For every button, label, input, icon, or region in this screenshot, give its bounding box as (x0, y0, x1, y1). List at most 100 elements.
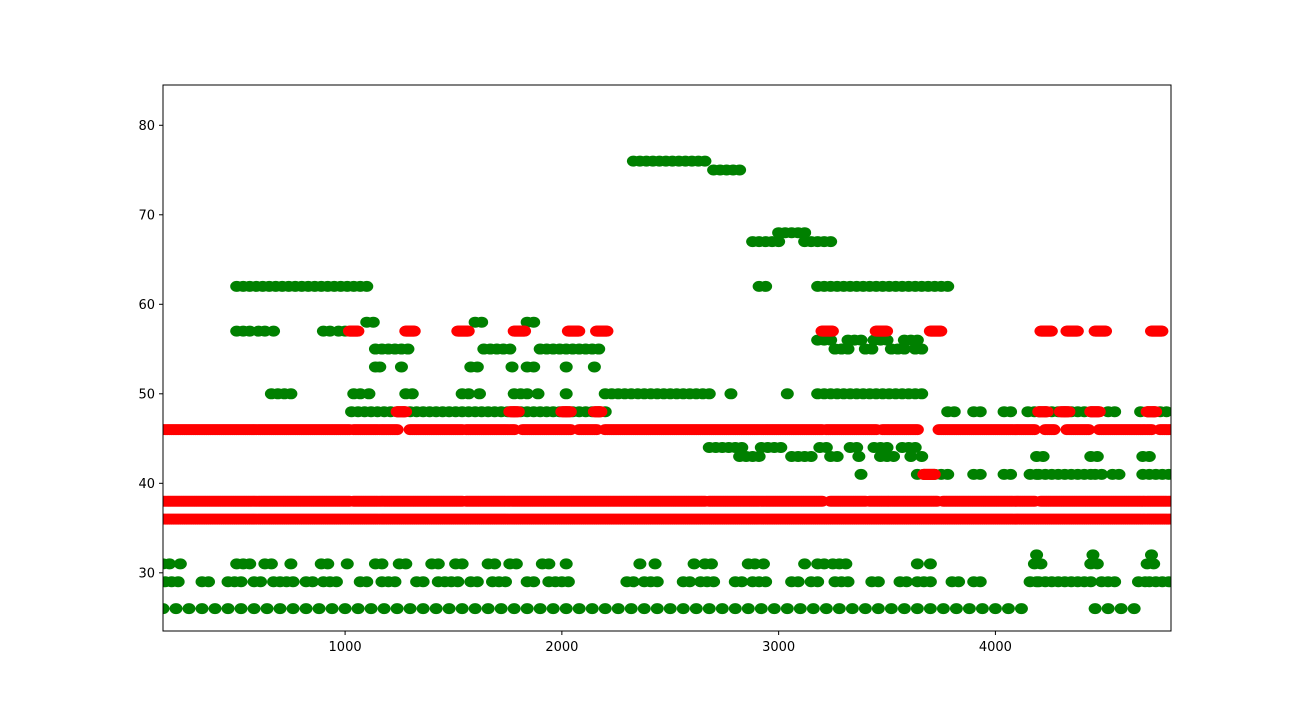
red-data-point (1092, 406, 1106, 418)
green-data-point (234, 603, 248, 615)
red-data-point (407, 325, 421, 337)
green-data-point (735, 576, 749, 588)
green-data-point (774, 442, 788, 454)
green-data-point (416, 576, 430, 588)
red-data-point (1164, 513, 1171, 525)
green-data-point (908, 442, 922, 454)
green-data-point (663, 603, 677, 615)
green-data-point (373, 361, 387, 373)
red-data-point (1047, 424, 1061, 436)
green-data-point (1147, 558, 1161, 570)
green-data-point (169, 603, 183, 615)
green-data-point (650, 576, 664, 588)
red-data-point (518, 325, 532, 337)
green-data-point (830, 450, 844, 462)
red-data-point (594, 406, 608, 418)
green-data-point (845, 603, 859, 615)
green-data-point (936, 603, 950, 615)
green-data-point (683, 576, 697, 588)
green-data-point (915, 343, 929, 355)
green-data-point (451, 576, 465, 588)
red-data-point (934, 325, 948, 337)
red-data-point (1082, 424, 1096, 436)
green-data-point (243, 558, 257, 570)
green-data-point (923, 576, 937, 588)
green-data-point (527, 576, 541, 588)
green-data-point (585, 603, 599, 615)
green-data-point (1142, 450, 1156, 462)
green-data-point (559, 603, 573, 615)
green-data-point (182, 603, 196, 615)
green-data-point (455, 558, 469, 570)
green-data-point (351, 603, 365, 615)
green-data-point (923, 603, 937, 615)
green-data-point (804, 450, 818, 462)
green-data-point (897, 343, 911, 355)
green-data-point (520, 603, 534, 615)
green-data-point (208, 603, 222, 615)
green-data-point (542, 558, 556, 570)
green-data-point (947, 406, 961, 418)
green-data-point (850, 442, 864, 454)
x-tick-label: 3000 (762, 640, 795, 655)
green-data-point (633, 558, 647, 570)
green-data-point (1030, 549, 1044, 561)
green-data-point (312, 603, 326, 615)
red-data-point (1099, 325, 1113, 337)
green-data-point (824, 236, 838, 248)
green-data-point (360, 576, 374, 588)
green-data-point (858, 603, 872, 615)
green-data-point (1162, 576, 1171, 588)
red-data-point (461, 325, 475, 337)
green-data-point (321, 558, 335, 570)
green-data-point (340, 558, 354, 570)
green-data-point (1160, 406, 1171, 418)
green-data-point (173, 558, 187, 570)
green-data-point (527, 316, 541, 328)
green-data-point (824, 334, 838, 346)
green-data-point (587, 361, 601, 373)
data-points (163, 155, 1171, 615)
green-data-point (470, 361, 484, 373)
green-data-point (841, 576, 855, 588)
green-data-point (284, 388, 298, 400)
red-data-point (399, 406, 413, 418)
green-data-point (267, 325, 281, 337)
green-data-point (527, 361, 541, 373)
green-data-point (887, 450, 901, 462)
green-data-point (1036, 450, 1050, 462)
green-data-point (284, 558, 298, 570)
red-data-point (880, 325, 894, 337)
green-data-point (247, 603, 261, 615)
green-data-point (329, 576, 343, 588)
green-data-point (611, 603, 625, 615)
green-data-point (254, 576, 268, 588)
green-data-point (559, 361, 573, 373)
green-data-point (772, 236, 786, 248)
green-data-point (399, 558, 413, 570)
red-data-point (910, 424, 924, 436)
red-data-point (1027, 424, 1041, 436)
green-data-point (1004, 406, 1018, 418)
green-data-point (509, 558, 523, 570)
green-data-point (841, 343, 855, 355)
plot-area-frame (162, 84, 1172, 632)
green-data-point (429, 603, 443, 615)
green-data-point (923, 558, 937, 570)
green-data-point (1084, 576, 1098, 588)
x-axis: 1000 2000 3000 4000 (329, 631, 1012, 655)
green-data-point (195, 603, 209, 615)
green-data-point (325, 603, 339, 615)
green-data-point (839, 558, 853, 570)
green-data-point (1090, 450, 1104, 462)
red-data-point (563, 406, 577, 418)
green-data-point (780, 388, 794, 400)
green-data-point (598, 603, 612, 615)
green-data-point (375, 558, 389, 570)
green-data-point (880, 334, 894, 346)
y-tick-label: 40 (138, 477, 155, 492)
red-data-point (1149, 406, 1163, 418)
green-data-point (163, 558, 176, 570)
